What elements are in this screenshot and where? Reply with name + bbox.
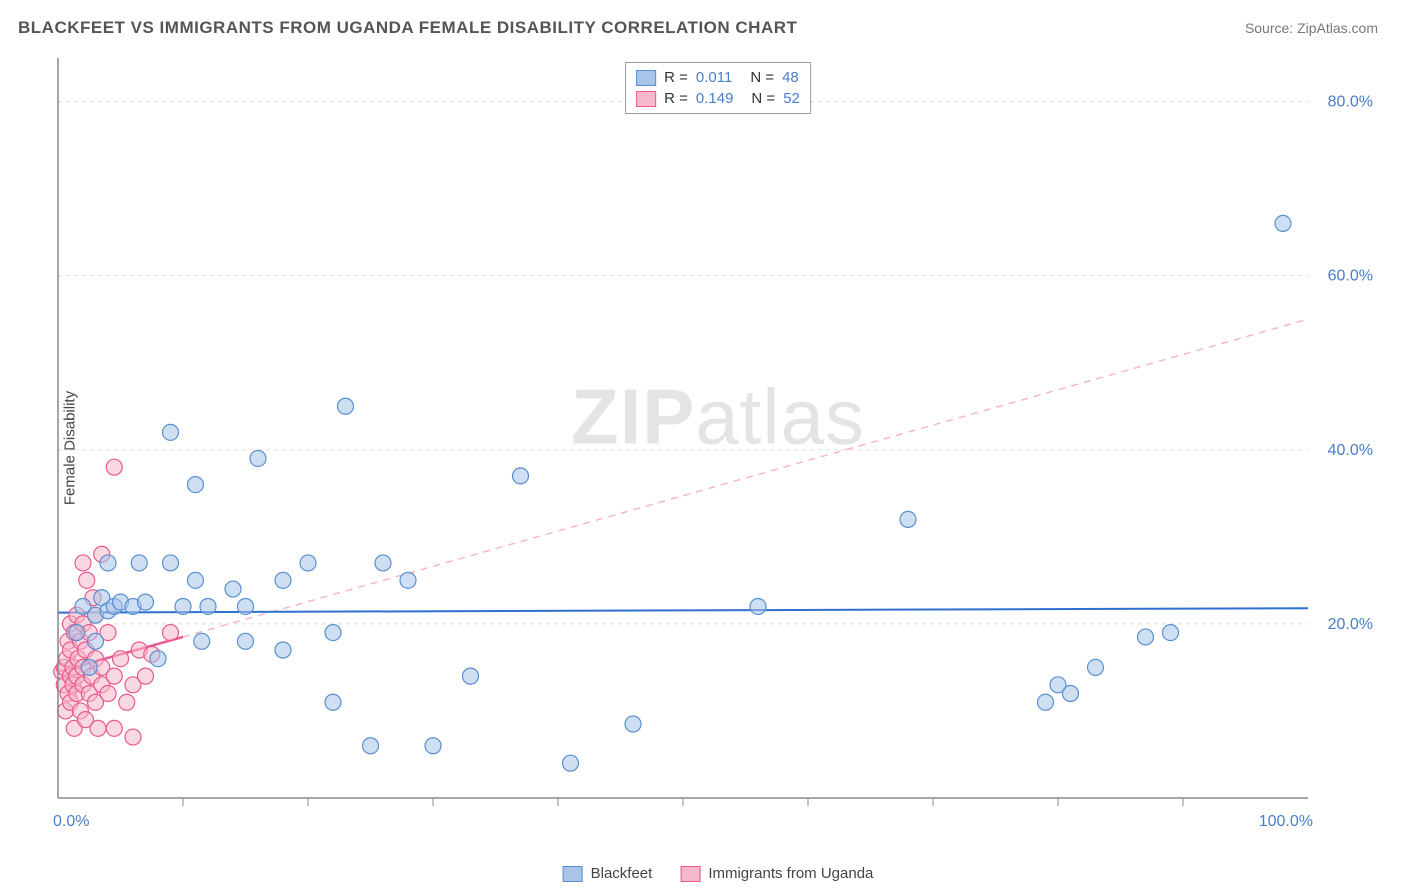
n-value-uganda: 52	[783, 90, 800, 107]
swatch-uganda	[636, 91, 656, 107]
r-value-blackfeet: 0.011	[696, 69, 732, 86]
svg-text:40.0%: 40.0%	[1328, 442, 1373, 459]
legend-item: Blackfeet	[563, 865, 653, 882]
legend-label: Immigrants from Uganda	[708, 865, 873, 882]
chart-container: Female Disability ZIPatlas R = 0.011 N =…	[48, 58, 1388, 838]
correlation-legend: R = 0.011 N = 48 R = 0.149 N = 52	[625, 62, 811, 114]
r-value-uganda: 0.149	[696, 90, 734, 107]
legend-label: Blackfeet	[591, 865, 653, 882]
legend-swatch	[680, 866, 700, 882]
legend-swatch	[563, 866, 583, 882]
source-attribution: Source: ZipAtlas.com	[1245, 20, 1378, 36]
svg-text:80.0%: 80.0%	[1328, 94, 1373, 111]
legend-row-blackfeet: R = 0.011 N = 48	[636, 67, 800, 88]
svg-text:60.0%: 60.0%	[1328, 268, 1373, 285]
chart-title: BLACKFEET VS IMMIGRANTS FROM UGANDA FEMA…	[18, 18, 797, 38]
svg-text:20.0%: 20.0%	[1328, 616, 1373, 633]
swatch-blackfeet	[636, 70, 656, 86]
legend-item: Immigrants from Uganda	[680, 865, 873, 882]
series-legend: Blackfeet Immigrants from Uganda	[563, 865, 874, 882]
n-value-blackfeet: 48	[782, 69, 799, 86]
scatter-plot: 20.0% 40.0% 60.0% 80.0% 0.0% 100.0%	[48, 58, 1388, 838]
svg-text:100.0%: 100.0%	[1259, 813, 1313, 830]
svg-text:0.0%: 0.0%	[53, 813, 89, 830]
legend-row-uganda: R = 0.149 N = 52	[636, 88, 800, 109]
